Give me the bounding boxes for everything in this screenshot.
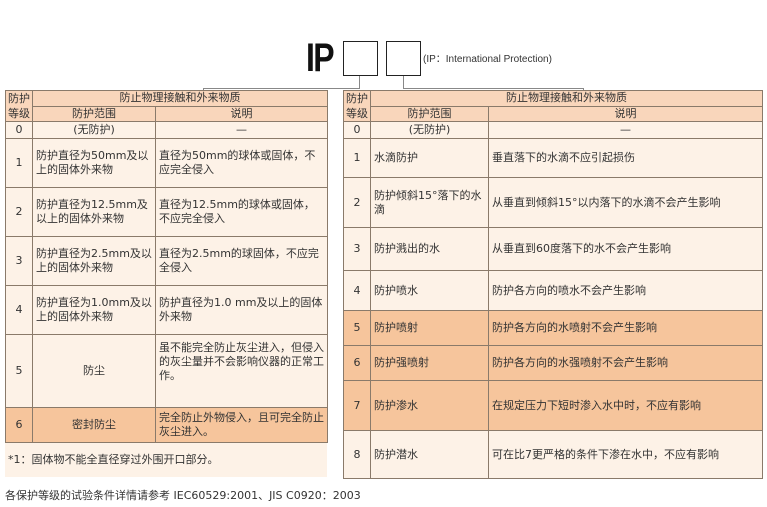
bottom-note: 各保护等级的试验条件详情请参考 IEC60529:2001、JIS C0920：… [5, 489, 361, 502]
col-desc: 说明 [155, 105, 328, 122]
col-range: 防护范围 [370, 105, 489, 122]
col-desc: 说明 [488, 105, 763, 122]
second-digit-box [386, 41, 421, 76]
first-digit-box [343, 41, 378, 76]
table-row: 4 防护喷水 防护各方向的喷水不会产生影响 [343, 270, 763, 311]
table-row: 1 水滴防护 垂直落下的水滴不应引起损伤 [343, 138, 763, 178]
table-row-highlighted: 5 防护喷射 防护各方向的水喷射不会产生影响 [343, 310, 763, 346]
connector-right-drop [583, 88, 584, 91]
table-row-highlighted: 7 防护渗水 在规定压力下短时渗入水中时，不应有影响 [343, 380, 763, 431]
table-row: 5 防尘 虽不能完全防止灰尘进入，但侵入的灰尘量并不会影响仪器的正常工作。 [5, 334, 328, 408]
col-group: 防止物理接触和外来物质 [370, 90, 763, 107]
table-row-highlighted: 6 密封防尘 完全防止外物侵入，且可完全防止灰尘进入。 [5, 407, 328, 443]
table-row: 1 防护直径为50mm及以上的固体外来物 直径为50mm的球体或固体，不应完全侵入 [5, 138, 328, 188]
ip-label: IP [306, 36, 335, 80]
table-row: 2 防护直径为12.5mm及以上的固体外来物 直径为12.5mm的球体或固体，不应完… [5, 187, 328, 237]
connector-left-drop [203, 88, 204, 91]
table-row: 2 防护倾斜15°落下的水滴 从垂直到倾斜15°以内落下的水滴不会产生影响 [343, 177, 763, 228]
table-row: 4 防护直径为1.0mm及以上的固体外来物 防护直径为1.0 mm及以上的固体外来物 [5, 285, 328, 335]
col-group: 防止物理接触和外来物质 [32, 90, 328, 107]
table-row: 3 防护直径为2.5mm及以上的固体外来物 直径为2.5mm的球固体，不应完全侵入 [5, 236, 328, 286]
table-row: 8 防护潜水 可在比7更严格的条件下渗在水中，不应有影响 [343, 430, 763, 479]
connector-left [203, 76, 360, 89]
col-grade: 防护等级 [5, 90, 33, 122]
table-row-highlighted: 6 防护强喷射 防护各方向的水强喷射不会产生影响 [343, 345, 763, 381]
water-protection-table: 防护等级 防止物理接触和外来物质 防护范围 说明 0 (无防护) — 1 水滴防护 垂直落下… [343, 90, 763, 479]
table-row: 3 防护溅出的水 从垂直到60度落下的水不会产生影响 [343, 227, 763, 271]
table-row: 0 (无防护) — [5, 121, 328, 139]
col-range: 防护范围 [32, 105, 156, 122]
col-grade: 防护等级 [343, 90, 371, 122]
table-row: 0 (无防护) — [343, 121, 763, 139]
footnote: *1：固体物不能全直径穿过外围开口部分。 [5, 443, 327, 477]
connector-right [403, 76, 584, 89]
ip-note: (IP：International Protection) [423, 54, 552, 65]
dust-protection-table: 防护等级 防止物理接触和外来物质 防护范围 说明 0 (无防护) — 1 防护直径为50m… [5, 90, 328, 443]
